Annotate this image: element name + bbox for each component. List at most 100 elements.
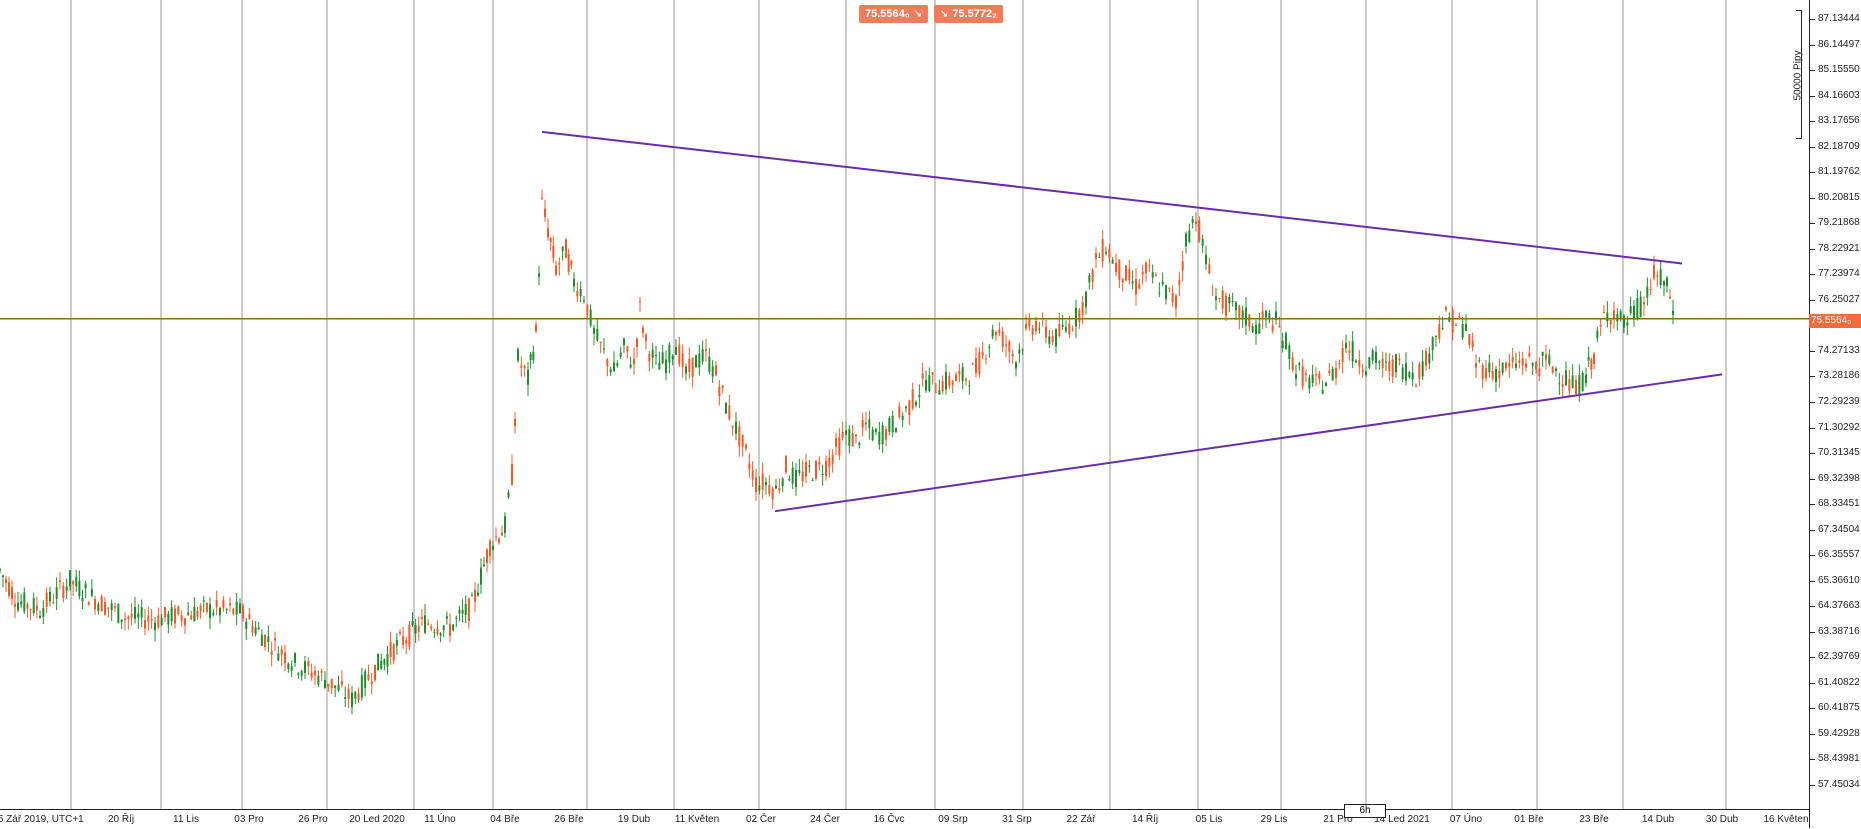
- candle-down: [1135, 279, 1137, 295]
- candle-up: [1241, 310, 1244, 319]
- price-axis[interactable]: 87.13444 86.14497 85.15550 84.16603 83.17656…: [1809, 0, 1861, 828]
- candle-up: [895, 427, 897, 433]
- timeframe-badge[interactable]: 6h: [1344, 804, 1386, 818]
- candle-down: [678, 344, 681, 365]
- candle-up: [170, 607, 173, 622]
- candle-up: [925, 379, 927, 391]
- candle-down: [861, 419, 864, 428]
- candle-down: [1121, 278, 1124, 283]
- candle-up: [39, 615, 41, 618]
- arrow-down-right-icon: ↘: [940, 9, 949, 20]
- candle-down: [205, 602, 208, 612]
- chart-plot-area[interactable]: [0, 0, 1809, 809]
- candle-down: [1051, 335, 1054, 342]
- candle-up: [1158, 292, 1161, 294]
- candle-up: [55, 587, 58, 599]
- candle-up: [1285, 333, 1287, 349]
- candle-down: [1398, 358, 1401, 361]
- candle-up: [1515, 363, 1517, 368]
- candle-down: [489, 540, 491, 557]
- candle-down: [576, 290, 579, 297]
- candle-down: [555, 265, 557, 275]
- candle-up: [1268, 313, 1271, 320]
- candle-up: [1325, 382, 1327, 387]
- time-tick-label: 02 Čer: [745, 814, 777, 825]
- candle-up: [235, 601, 238, 615]
- time-tick-label: 20 Led 2020: [349, 814, 405, 825]
- candle-up: [1201, 238, 1204, 246]
- candle-up: [507, 492, 510, 498]
- candle-up: [1672, 310, 1674, 315]
- candle-up: [668, 344, 671, 363]
- time-tick-label: 04 Bře: [490, 814, 520, 825]
- candle-down: [1101, 239, 1104, 262]
- candle-up: [875, 428, 877, 432]
- candle-up: [1646, 286, 1649, 298]
- candle-down: [1508, 362, 1511, 367]
- price-tick-label: 68.33451: [1810, 498, 1860, 510]
- candle-up: [1065, 327, 1067, 331]
- candle-up: [1488, 362, 1491, 373]
- candle-up: [619, 352, 622, 357]
- candle-down: [280, 648, 283, 655]
- candle-down: [87, 602, 90, 606]
- candle-down: [417, 625, 420, 633]
- candle-down: [495, 536, 497, 538]
- candle-down: [1301, 366, 1304, 387]
- candle-down: [327, 683, 330, 687]
- candle-down: [104, 602, 106, 615]
- time-tick-label: 05 Zář 2019, UTC+1: [0, 814, 84, 825]
- candle-down: [971, 363, 974, 365]
- candle-down: [251, 625, 254, 633]
- time-tick-label: 31 Srp: [1002, 814, 1032, 825]
- price-tick-label: 69.32398: [1810, 472, 1860, 484]
- candle-up: [791, 467, 794, 484]
- candle-up: [84, 583, 87, 589]
- candle-up: [775, 485, 777, 489]
- candle-down: [1468, 333, 1471, 345]
- candle-down: [45, 592, 48, 608]
- candle-up: [97, 604, 100, 612]
- candle-down: [1335, 368, 1337, 379]
- candle-up: [573, 278, 575, 287]
- candle-down: [1068, 323, 1071, 335]
- candle-down: [955, 374, 957, 382]
- sell-price-button[interactable]: 75.5564₀ ↘: [859, 5, 929, 23]
- candle-up: [1015, 362, 1017, 369]
- upper-trendline: [541, 130, 1683, 265]
- candle-down: [728, 405, 731, 420]
- candle-down: [998, 329, 1001, 334]
- candle-down: [1653, 265, 1655, 279]
- candle-down: [718, 386, 721, 397]
- candle-up: [1228, 296, 1231, 304]
- time-tick-label: 20 Říj: [107, 814, 135, 825]
- candle-up: [354, 692, 357, 699]
- candlestick-chart[interactable]: [0, 0, 1809, 809]
- candle-up: [504, 516, 506, 533]
- candle-up: [623, 338, 625, 346]
- candle-up: [695, 355, 697, 368]
- candle-up: [1435, 335, 1437, 337]
- candle-down: [1315, 374, 1317, 376]
- candle-up: [845, 430, 847, 435]
- candle-up: [765, 481, 767, 486]
- candle-up: [380, 660, 383, 669]
- time-tick-label: 30 Dub: [1705, 814, 1739, 825]
- candle-up: [1578, 375, 1581, 396]
- candle-up: [1371, 350, 1374, 361]
- time-axis[interactable]: 05 Zář 2019, UTC+1 20 Říj 11 Lis 03 Pro 26 P…: [0, 809, 1809, 829]
- candle-down: [501, 532, 503, 536]
- candle-up: [538, 273, 540, 277]
- candle-down: [340, 680, 343, 685]
- candle-down: [1418, 364, 1421, 379]
- candle-up: [945, 372, 947, 390]
- candle-up: [1255, 324, 1257, 334]
- buy-price-button[interactable]: ↘ 75.5772₂: [934, 5, 1004, 23]
- candle-up: [364, 671, 367, 688]
- candle-up: [337, 684, 340, 691]
- candle-down: [801, 471, 804, 482]
- price-tick-label: 70.31345: [1810, 447, 1860, 459]
- candle-down: [29, 609, 32, 611]
- candle-down: [408, 624, 411, 647]
- candle-up: [1501, 362, 1504, 373]
